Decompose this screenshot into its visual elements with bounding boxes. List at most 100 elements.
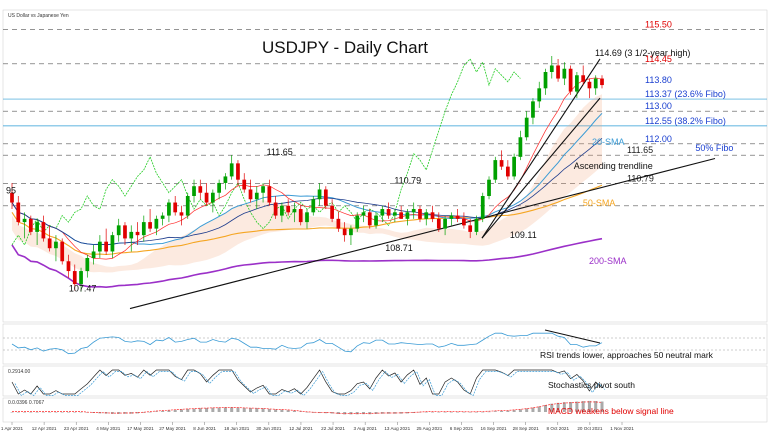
- macd-bar-11: [79, 412, 83, 413]
- macd-bar-3: [29, 412, 33, 413]
- x-tick-label-15: 16 Sep 2021: [481, 426, 508, 431]
- macd-bar-83: [531, 407, 535, 412]
- candle-body-23: [154, 218, 159, 229]
- macd-bar-91: [581, 401, 585, 412]
- macd-bar-78: [500, 410, 504, 412]
- candle-body-42: [273, 202, 278, 216]
- macd-bar-42: [274, 409, 278, 412]
- candle-body-6: [47, 238, 52, 249]
- macd-bar-37: [242, 407, 246, 412]
- macd-bar-87: [556, 402, 560, 412]
- macd-bar-61: [393, 412, 397, 414]
- level-label-2: 113.80: [645, 75, 672, 85]
- candle-body-14: [98, 241, 102, 252]
- candle-body-81: [518, 137, 523, 157]
- level-label-5: 112.55 (38.2% Fibo): [645, 116, 726, 126]
- annotation-5: 107.47: [69, 284, 97, 294]
- indicator-lines: [11, 58, 716, 310]
- candle-body-44: [286, 205, 291, 213]
- candle-body-4: [35, 222, 39, 232]
- macd-bar-0: [10, 412, 14, 413]
- macd-bar-85: [544, 404, 548, 412]
- x-tick-label-13: 25 Aug 2021: [416, 426, 442, 431]
- macd-bar-80: [512, 410, 516, 412]
- candle-body-17: [116, 225, 121, 236]
- macd-bar-36: [236, 407, 240, 412]
- candle-body-30: [198, 186, 203, 193]
- candle-body-68: [436, 218, 441, 229]
- macd-bar-30: [198, 408, 202, 412]
- candle-body-1: [16, 202, 21, 223]
- candle-body-40: [261, 186, 265, 193]
- macd-bar-25: [167, 410, 171, 412]
- macd-bar-86: [550, 403, 554, 412]
- x-tick-label-16: 28 Sep 2021: [513, 426, 540, 431]
- annotation-0: 114.69 (3 1/2-year high): [595, 48, 690, 58]
- chart-title: USDJPY - Daily Chart: [262, 38, 428, 57]
- macd-bar-33: [217, 407, 221, 412]
- candle-body-27: [179, 212, 184, 216]
- candle-body-86: [549, 65, 554, 72]
- macd-bar-19: [129, 412, 133, 414]
- candle-body-32: [210, 192, 215, 203]
- candle-body-38: [248, 189, 253, 200]
- macd-bar-62: [399, 412, 403, 414]
- macd-values: 0.0.0396 0.7067: [8, 400, 44, 406]
- macd-bar-35: [230, 407, 234, 412]
- candle-body-73: [468, 225, 473, 232]
- level-label-3: 113.37 (23.6% Fibo): [645, 89, 726, 99]
- macd-bar-6: [48, 412, 52, 413]
- short-trendline-lower: [481, 97, 601, 239]
- annotation-10: 50-SMA: [583, 198, 616, 208]
- candle-body-18: [123, 225, 127, 239]
- short-trendline-upper: [481, 58, 601, 239]
- candle-body-13: [91, 251, 96, 258]
- x-tick-label-2: 23 Apr 2021: [64, 426, 89, 431]
- x-tick-label-14: 6 Sep 2021: [450, 426, 474, 431]
- candle-body-88: [562, 68, 567, 79]
- macd-bar-73: [468, 412, 472, 413]
- candle-body-78: [499, 160, 504, 167]
- candle-body-35: [229, 163, 234, 177]
- candle-body-59: [380, 209, 385, 216]
- candle-body-57: [367, 212, 372, 226]
- macd-bar-45: [292, 410, 296, 412]
- candle-body-76: [487, 179, 491, 196]
- candle-body-0: [10, 192, 14, 203]
- macd-bar-71: [456, 412, 460, 413]
- main-panel-frame: [2, 9, 768, 323]
- macd-bar-31: [205, 408, 209, 412]
- candle-body-93: [593, 78, 598, 89]
- candle-body-71: [455, 215, 460, 219]
- candle-body-82: [524, 117, 529, 138]
- chikou-line: [11, 58, 521, 246]
- macd-bar-52: [336, 412, 340, 415]
- candle-body-65: [418, 209, 422, 219]
- macd-bar-68: [437, 412, 441, 413]
- candle-body-89: [568, 68, 573, 92]
- macd-bar-82: [525, 408, 529, 412]
- candle-body-69: [443, 218, 447, 229]
- candle-body-39: [254, 192, 259, 200]
- candle-body-26: [173, 202, 178, 213]
- macd-bar-69: [443, 412, 447, 413]
- macd-bar-81: [518, 409, 522, 412]
- candle-body-62: [399, 212, 404, 219]
- candle-body-29: [192, 186, 196, 196]
- macd-bar-72: [462, 412, 466, 413]
- stoch-label: Stochastics pivot south: [548, 380, 635, 390]
- macd-bar-79: [506, 410, 510, 412]
- candle-body-56: [361, 212, 366, 216]
- candle-body-92: [587, 81, 592, 89]
- candle-body-16: [110, 235, 115, 252]
- macd-bar-53: [343, 412, 347, 415]
- x-tick-label-12: 13 Aug 2021: [384, 426, 410, 431]
- macd-bar-89: [569, 402, 573, 412]
- rsi-indicator: [11, 329, 603, 355]
- sma200-line: [11, 237, 603, 289]
- macd-bar-60: [387, 412, 391, 414]
- x-tick-label-0: 1 Apr 2021: [1, 426, 24, 431]
- candle-body-9: [66, 261, 71, 272]
- candle-body-48: [311, 199, 316, 213]
